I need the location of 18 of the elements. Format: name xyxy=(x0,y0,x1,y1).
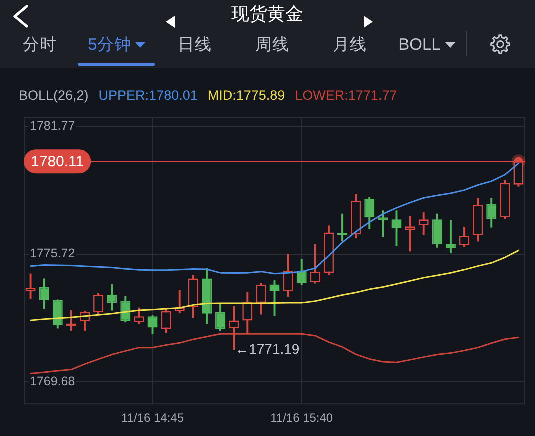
text: BOLL xyxy=(398,36,441,54)
text: 分时 xyxy=(22,35,57,56)
text: LOWER:1771.77 xyxy=(295,88,398,103)
legend-title: BOLL(26,2) xyxy=(19,88,89,103)
text: 5分钟 xyxy=(88,35,132,56)
text: 月线 xyxy=(332,35,367,56)
x-tick-label: 11/16 15:40 xyxy=(270,411,334,426)
y-tick-label: 1781.77 xyxy=(30,119,76,134)
annotation: ←1771.19 xyxy=(235,340,300,357)
y-tick-label: 1769.68 xyxy=(30,374,76,388)
x-tick-label: 11/16 14:45 xyxy=(122,411,184,426)
text: 日线 xyxy=(178,35,212,56)
text: UPPER:1780.01 xyxy=(98,88,198,103)
text: MID:1775.89 xyxy=(208,88,286,103)
y-tick-label: 1775.72 xyxy=(30,246,76,261)
chart-title: 现货黄金 xyxy=(232,4,304,24)
text: 周线 xyxy=(255,35,290,56)
ref-line-label: 1780.11 xyxy=(31,153,84,170)
